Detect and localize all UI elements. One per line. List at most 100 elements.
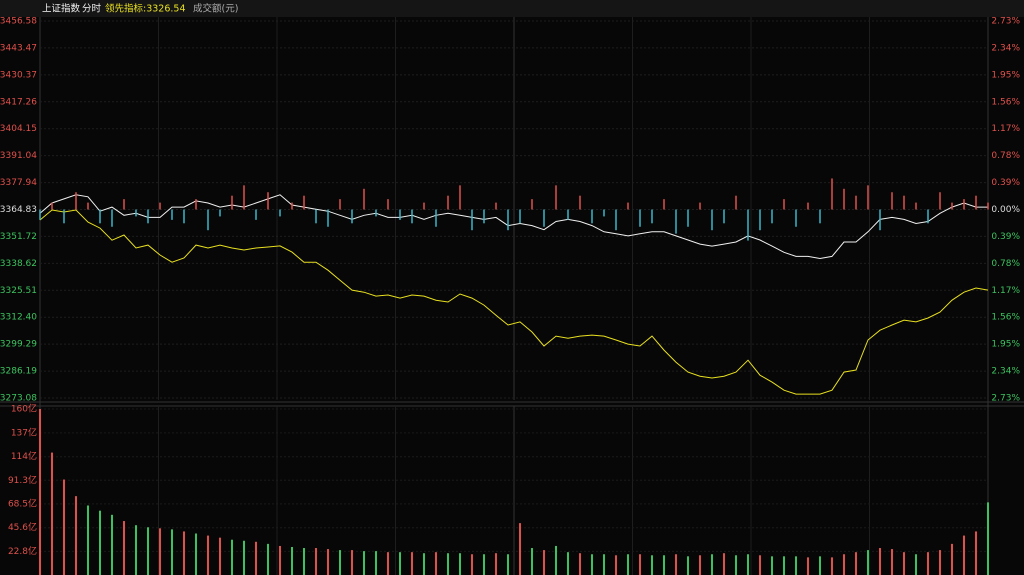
change-bar xyxy=(519,209,521,224)
y-tick-label: 3430.37 xyxy=(0,70,37,80)
volume-bar xyxy=(651,555,653,575)
change-bar xyxy=(855,195,857,210)
y-tick-label: 3273.08 xyxy=(0,394,37,404)
volume-bar xyxy=(303,548,305,575)
change-bar xyxy=(735,195,737,210)
volume-bar xyxy=(939,550,941,575)
change-bar xyxy=(51,202,53,210)
volume-bar xyxy=(207,535,209,575)
volume-bar xyxy=(759,555,761,575)
change-bar xyxy=(495,202,497,210)
change-bar xyxy=(723,209,725,224)
volume-bar xyxy=(627,554,629,575)
change-bar xyxy=(603,209,605,217)
change-bar xyxy=(927,209,929,224)
volume-bar xyxy=(243,540,245,575)
y2-tick-label: 1.56% xyxy=(991,313,1020,323)
change-bar xyxy=(507,209,509,231)
volume-bar xyxy=(951,543,953,575)
change-bar xyxy=(315,209,317,224)
y2-tick-label: 0.78% xyxy=(991,151,1020,161)
volume-bar xyxy=(831,557,833,575)
change-bar xyxy=(327,209,329,227)
volume-bar xyxy=(111,514,113,575)
volume-bar xyxy=(843,554,845,575)
volume-bar xyxy=(195,533,197,575)
volume-bar xyxy=(39,409,41,575)
change-bar xyxy=(63,209,65,224)
indicator-label: 领先指标:3326.54 xyxy=(105,3,186,15)
y2-tick-label: 0.39% xyxy=(991,232,1020,242)
y-tick-label: 3456.58 xyxy=(0,17,37,27)
volume-bar xyxy=(579,553,581,575)
change-bar xyxy=(711,209,713,231)
change-bar xyxy=(879,209,881,231)
y-tick-label: 22.8亿 xyxy=(8,545,37,557)
volume-bar xyxy=(327,549,329,575)
volume-bar xyxy=(855,552,857,575)
change-bar xyxy=(219,209,221,217)
change-bar xyxy=(663,199,665,210)
y-tick-label: 3338.62 xyxy=(0,259,37,269)
y2-tick-label: 0.39% xyxy=(991,178,1020,188)
y2-tick-label: 1.17% xyxy=(991,286,1020,296)
change-bar xyxy=(351,209,353,224)
volume-bar xyxy=(123,521,125,575)
change-bar xyxy=(567,209,569,220)
y-tick-label: 114亿 xyxy=(11,450,37,462)
change-bar xyxy=(867,185,869,210)
change-bar xyxy=(135,209,137,217)
volume-bar xyxy=(279,545,281,575)
volume-bar xyxy=(675,554,677,575)
volume-bar xyxy=(63,479,65,575)
y2-tick-label: 2.34% xyxy=(991,367,1020,377)
volume-bar xyxy=(87,505,89,575)
change-bar xyxy=(987,202,989,210)
change-bar xyxy=(591,209,593,224)
change-bar xyxy=(399,209,401,220)
y2-tick-label: 0.00% xyxy=(991,205,1020,215)
change-bar xyxy=(627,202,629,210)
change-bar xyxy=(843,188,845,210)
period[interactable]: 分时 xyxy=(82,3,102,15)
volume-bar xyxy=(591,554,593,575)
change-bar xyxy=(531,199,533,210)
volume-bar xyxy=(531,548,533,575)
volume-bar xyxy=(447,553,449,575)
volume-bar xyxy=(615,555,617,575)
volume-bar xyxy=(231,539,233,575)
volume-bar xyxy=(51,452,53,575)
volume-bar xyxy=(219,537,221,575)
change-bar xyxy=(831,178,833,210)
y-tick-label: 3351.72 xyxy=(0,232,37,242)
volume-bar xyxy=(699,555,701,575)
volume-title: 成交额(元) xyxy=(193,3,238,15)
change-bar xyxy=(915,202,917,210)
volume-bar xyxy=(747,554,749,575)
change-bar xyxy=(783,199,785,210)
change-bar xyxy=(423,202,425,210)
volume-bar xyxy=(603,554,605,575)
volume-bar xyxy=(483,554,485,575)
volume-bar xyxy=(867,550,869,575)
change-bar xyxy=(99,209,101,224)
volume-bar xyxy=(819,556,821,575)
volume-bar xyxy=(927,552,929,575)
volume-bar xyxy=(903,552,905,575)
change-bar xyxy=(939,192,941,210)
volume-bar xyxy=(987,502,989,575)
y-tick-label: 3299.29 xyxy=(0,340,37,350)
change-bar xyxy=(39,209,41,220)
y2-tick-label: 2.73% xyxy=(991,394,1020,404)
change-bar xyxy=(87,202,89,210)
change-bar xyxy=(699,202,701,210)
y-tick-label: 3404.15 xyxy=(0,124,37,134)
volume-bar xyxy=(423,553,425,575)
change-bar xyxy=(207,209,209,231)
change-bar xyxy=(291,202,293,210)
change-bar xyxy=(687,209,689,227)
change-bar xyxy=(147,209,149,224)
volume-bar xyxy=(807,557,809,575)
volume-bar xyxy=(147,527,149,575)
